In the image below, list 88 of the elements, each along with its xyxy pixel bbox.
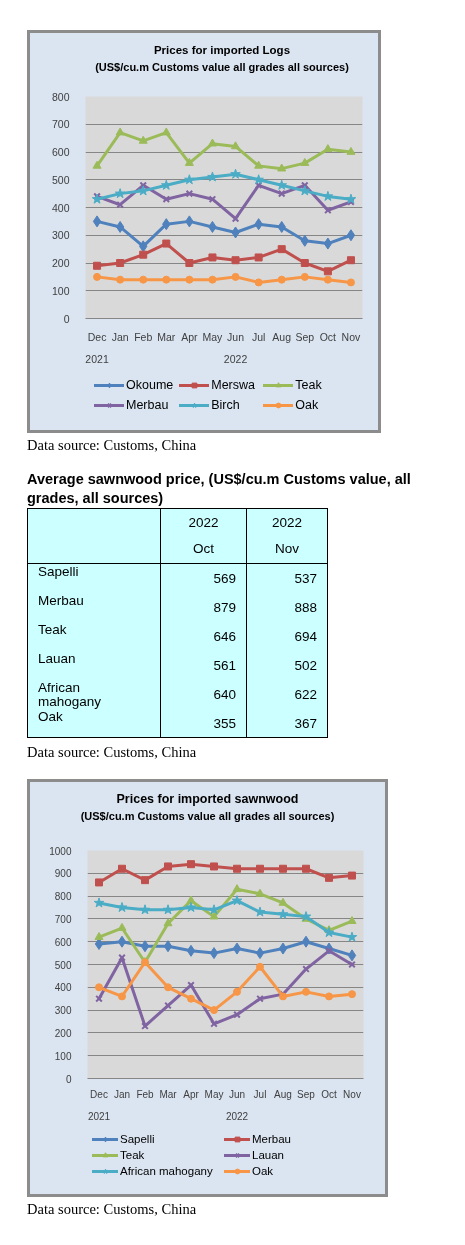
category-label: Sapelli (38, 564, 79, 579)
x-tick-label: May (202, 330, 224, 343)
y-tick-label: 0 (65, 1073, 72, 1085)
chart-title: Prices for imported sawnwood (115, 791, 300, 808)
chart-title: Prices for imported Logs (152, 43, 292, 58)
text: 2021 (87, 1110, 111, 1122)
text: Average sawnwood price, (US$/cu.m Customs value, all grades, all sources) (27, 470, 412, 508)
y-tick-label: 300 (51, 229, 70, 242)
x-tick-label: Mar (159, 1088, 178, 1100)
legend-label: African mahogany (120, 1165, 214, 1177)
y-tick-label: 400 (54, 982, 72, 994)
x-tick-label: Sep (295, 330, 315, 343)
x-tick-label: Jun (227, 330, 245, 343)
y-tick-label: 100 (54, 1050, 72, 1062)
y-tick-label: 800 (54, 891, 72, 903)
x-tick-label: Jan (113, 1088, 131, 1100)
legend-label: Okoume (126, 378, 174, 392)
x-tick-label: May (204, 1088, 224, 1100)
y-tick-label: 200 (51, 257, 70, 269)
x-tick-label: Jul (251, 330, 266, 343)
y-tick-label: 900 (54, 868, 72, 880)
text: 2022 (223, 352, 248, 365)
x-tick-label: Jul (253, 1088, 267, 1100)
y-tick-label: 700 (54, 913, 72, 925)
category-label: Oak (38, 708, 63, 724)
x-tick-label: Dec (90, 1088, 108, 1100)
data-label: 694 (246, 621, 328, 651)
x-tick-label: Aug (272, 330, 292, 343)
category-label: Teak (38, 621, 67, 637)
x-tick-label: Feb (134, 330, 153, 343)
y-tick-label: 100 (51, 284, 70, 297)
y-tick-label: 300 (54, 1005, 72, 1017)
source-note: Data source: Customs, China (27, 1201, 197, 1217)
x-tick-label: Apr (183, 1088, 200, 1100)
source-note: Data source: Customs, China (27, 437, 197, 453)
legend-label: Birch (211, 398, 241, 412)
legend-label: Sapelli (120, 1133, 156, 1145)
y-tick-label: 800 (51, 90, 70, 103)
y-tick-label: 600 (51, 146, 70, 158)
x-tick-label: Nov (343, 1088, 361, 1100)
x-tick-label: Mar (157, 330, 176, 343)
data-label: 537 (246, 563, 328, 593)
y-tick-label: 0 (63, 312, 70, 325)
legend-label: Merbau (126, 398, 170, 412)
x-tick-label: Jun (228, 1088, 246, 1100)
data-label: 646 (160, 621, 247, 651)
x-tick-label: Apr (181, 330, 199, 343)
chart-subtitle: (US$/cu.m Customs value all grades all sources) (94, 60, 350, 75)
x-tick-label: Dec (87, 330, 107, 343)
y-tick-label: 500 (54, 959, 72, 971)
data-label: 569 (160, 563, 247, 593)
x-tick-label: Sep (297, 1088, 316, 1100)
legend-label: Lauan (252, 1149, 285, 1161)
y-tick-label: 1000 (49, 845, 72, 857)
text: 2022 Nov (271, 514, 303, 558)
legend-label: Merswa (211, 378, 256, 392)
y-tick-label: 500 (51, 173, 70, 186)
category-label: Merbau (38, 592, 84, 608)
data-label: 622 (246, 679, 328, 709)
source-note: Data source: Customs, China (27, 744, 197, 760)
data-label: 888 (246, 592, 328, 622)
y-tick-label: 400 (51, 201, 70, 214)
x-tick-label: Feb (136, 1088, 155, 1100)
series-label: 2022 Oct (188, 514, 219, 558)
y-tick-label: 700 (51, 118, 70, 131)
x-tick-label: Nov (341, 330, 362, 343)
legend-label: Oak (295, 398, 320, 412)
category-label: Lauan (38, 650, 76, 666)
data-label: 640 (160, 679, 247, 709)
x-tick-label: Oct (319, 330, 337, 343)
category-label: African mahogany (38, 679, 102, 709)
text: 2022 (225, 1110, 249, 1122)
x-tick-label: Jan (111, 330, 129, 343)
data-label: 502 (246, 650, 328, 680)
data-label: 879 (160, 592, 247, 622)
data-label: 367 (246, 708, 328, 738)
legend-label: Teak (120, 1149, 146, 1161)
legend-label: Oak (252, 1165, 275, 1177)
text: 2021 (85, 352, 109, 365)
y-tick-label: 200 (54, 1027, 72, 1039)
legend-label: Teak (295, 378, 323, 392)
chart-subtitle: (US$/cu.m Customs value all grades all sources) (79, 809, 336, 824)
y-tick-label: 600 (54, 936, 72, 948)
data-label: 355 (160, 708, 247, 738)
legend-label: Merbau (252, 1133, 292, 1145)
data-label: 561 (160, 650, 247, 680)
x-tick-label: Oct (321, 1088, 337, 1100)
x-tick-label: Aug (274, 1088, 292, 1100)
